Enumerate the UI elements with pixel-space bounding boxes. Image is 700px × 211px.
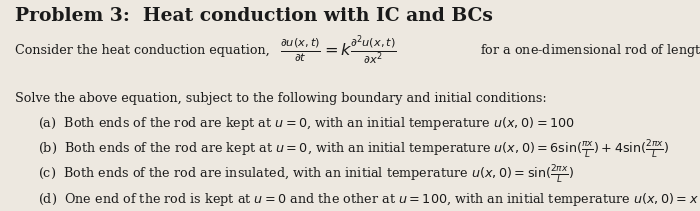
Text: (b)  Both ends of the rod are kept at $u = 0$, with an initial temperature $u(x,: (b) Both ends of the rod are kept at $u … — [38, 138, 670, 160]
Text: Solve the above equation, subject to the following boundary and initial conditio: Solve the above equation, subject to the… — [15, 92, 547, 105]
Text: (d)  One end of the rod is kept at $u = 0$ and the other at $u = 100$, with an i: (d) One end of the rod is kept at $u = 0… — [38, 191, 699, 208]
Text: for a one-dimensional rod of length $L$.: for a one-dimensional rod of length $L$. — [480, 42, 700, 59]
Text: Consider the heat conduction equation,: Consider the heat conduction equation, — [15, 44, 270, 57]
Text: (c)  Both ends of the rod are insulated, with an initial temperature $u(x,0) = \: (c) Both ends of the rod are insulated, … — [38, 163, 575, 185]
Text: Problem 3:  Heat conduction with IC and BCs: Problem 3: Heat conduction with IC and B… — [15, 7, 493, 25]
Text: $\frac{\partial u(x,t)}{\partial t} = k\frac{\partial^2 u(x,t)}{\partial x^2}$: $\frac{\partial u(x,t)}{\partial t} = k\… — [280, 34, 397, 67]
Text: (a)  Both ends of the rod are kept at $u = 0$, with an initial temperature $u(x,: (a) Both ends of the rod are kept at $u … — [38, 115, 575, 132]
